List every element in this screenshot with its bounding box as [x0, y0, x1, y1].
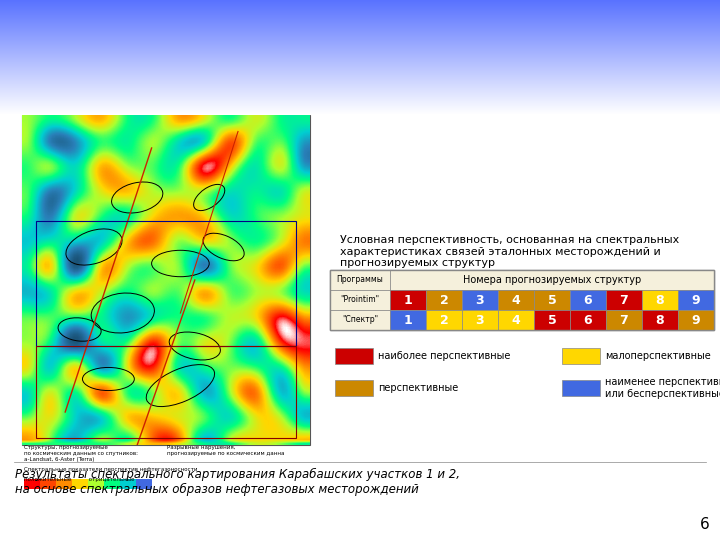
Text: 3: 3 [476, 294, 485, 307]
Bar [330, 310, 390, 330]
Bar [72, 479, 88, 489]
Bar [120, 479, 136, 489]
Text: 2: 2 [440, 294, 449, 307]
Bar [606, 290, 642, 310]
Bar [330, 290, 390, 310]
Text: Спектральные показатели перспектив нефтегазоносности: Спектральные показатели перспектив нефте… [24, 467, 197, 472]
Text: Номера прогнозируемых структур: Номера прогнозируемых структур [463, 275, 641, 285]
Text: 9: 9 [692, 314, 701, 327]
Bar [330, 270, 714, 330]
Text: Оценка перспектив нефтегазоносности спрогнозированных
структур Карабашских участ: Оценка перспектив нефтегазоносности спро… [33, 12, 687, 76]
Bar [570, 310, 606, 330]
Bar [534, 290, 570, 310]
Text: "Prointim": "Prointim" [341, 295, 379, 305]
Text: 8: 8 [656, 294, 665, 307]
Bar [104, 479, 120, 489]
Bar [678, 310, 714, 330]
Bar [562, 380, 600, 396]
Text: 4: 4 [512, 314, 521, 327]
Text: 6: 6 [584, 314, 593, 327]
Text: 9: 9 [692, 294, 701, 307]
Text: перспективные: перспективные [378, 383, 458, 393]
Bar [570, 290, 606, 310]
Bar [498, 310, 534, 330]
Bar [606, 310, 642, 330]
Bar [335, 348, 373, 364]
Bar [56, 479, 72, 489]
Bar [390, 290, 426, 310]
Text: "Спектр": "Спектр" [342, 315, 378, 325]
Bar [642, 290, 678, 310]
Text: 5: 5 [548, 314, 557, 327]
Bar [37, 346, 296, 438]
Bar [390, 310, 426, 330]
Bar [498, 290, 534, 310]
Text: 1: 1 [404, 294, 413, 307]
Text: Программы: Программы [337, 275, 383, 285]
Bar [136, 479, 152, 489]
Text: 6: 6 [701, 517, 710, 532]
Text: Результаты спектрального картирования Карабашских участков 1 и 2,
на основе спек: Результаты спектрального картирования Ка… [15, 468, 460, 496]
Bar [88, 479, 104, 489]
Bar [390, 270, 714, 290]
Bar [37, 221, 296, 346]
Text: малоперспективные: малоперспективные [605, 351, 711, 361]
Bar [534, 310, 570, 330]
Text: положительные          отрицательные: положительные отрицательные [24, 477, 135, 482]
Bar [562, 348, 600, 364]
Text: Структуры, прогнозируемые
по космическим данным со спутников:
a-Landsat, 6-Aster: Структуры, прогнозируемые по космическим… [24, 445, 138, 462]
Text: 4: 4 [512, 294, 521, 307]
Bar [426, 310, 462, 330]
Bar [642, 310, 678, 330]
Text: Разрывные нарушения,
прогнозируемые по космическим данна: Разрывные нарушения, прогнозируемые по к… [167, 445, 284, 456]
Bar [22, 115, 310, 445]
Bar [330, 270, 714, 330]
Text: 7: 7 [620, 314, 629, 327]
Bar [426, 290, 462, 310]
Text: 8: 8 [656, 314, 665, 327]
Text: 2: 2 [440, 314, 449, 327]
Text: 3: 3 [476, 314, 485, 327]
Text: 6: 6 [584, 294, 593, 307]
Bar [330, 270, 390, 290]
Text: 7: 7 [620, 294, 629, 307]
Text: наиболее перспективные: наиболее перспективные [378, 351, 510, 361]
Bar [335, 380, 373, 396]
Bar [462, 290, 498, 310]
Text: Условная перспективность, основанная на спектральных
характеристиках связей этал: Условная перспективность, основанная на … [340, 235, 679, 268]
Bar [24, 479, 40, 489]
Bar [462, 310, 498, 330]
Bar [40, 479, 56, 489]
Text: наименее перспективные
или бесперспективные: наименее перспективные или бесперспектив… [605, 377, 720, 399]
Bar [678, 290, 714, 310]
Text: 5: 5 [548, 294, 557, 307]
Text: 1: 1 [404, 314, 413, 327]
